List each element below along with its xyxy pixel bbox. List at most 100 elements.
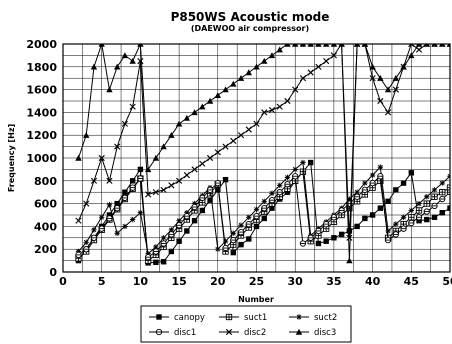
data-point bbox=[408, 44, 415, 48]
data-point bbox=[207, 197, 213, 203]
x-tick-label: 35 bbox=[326, 275, 341, 288]
data-point bbox=[353, 193, 361, 200]
y-tick-label: 0 bbox=[49, 266, 57, 279]
x-tick-label: 15 bbox=[171, 275, 186, 288]
data-point bbox=[214, 92, 221, 98]
data-point bbox=[113, 63, 121, 70]
series-canopy bbox=[75, 159, 450, 266]
data-point bbox=[377, 173, 384, 180]
data-point bbox=[385, 228, 391, 234]
data-point bbox=[408, 219, 415, 227]
data-point bbox=[168, 132, 175, 138]
data-point bbox=[191, 166, 198, 173]
data-point bbox=[183, 212, 190, 220]
y-tick-label: 2000 bbox=[26, 38, 57, 51]
legend-entry: canopy bbox=[149, 313, 205, 323]
data-point bbox=[199, 103, 206, 110]
data-point bbox=[424, 194, 430, 200]
data-point bbox=[284, 189, 291, 195]
data-point bbox=[446, 44, 450, 47]
data-point bbox=[315, 240, 322, 247]
data-point bbox=[400, 180, 407, 186]
data-point bbox=[415, 46, 423, 53]
x-tick-label: 10 bbox=[133, 275, 149, 288]
data-point bbox=[121, 52, 129, 59]
x-tick-label: 50 bbox=[442, 275, 452, 288]
legend-label: suct1 bbox=[244, 313, 267, 323]
data-point bbox=[284, 181, 291, 188]
data-point bbox=[206, 154, 214, 162]
data-point bbox=[292, 166, 298, 173]
y-tick-label: 800 bbox=[34, 175, 57, 188]
data-point bbox=[423, 44, 430, 47]
data-point bbox=[215, 246, 221, 252]
x-tick-label: 25 bbox=[249, 275, 264, 288]
series-group bbox=[75, 44, 450, 266]
data-point bbox=[145, 191, 152, 198]
data-point bbox=[144, 166, 152, 173]
data-point bbox=[338, 44, 345, 47]
data-point bbox=[292, 173, 299, 180]
data-point bbox=[354, 189, 360, 195]
data-point bbox=[222, 238, 229, 244]
data-point bbox=[168, 248, 175, 255]
data-point bbox=[152, 189, 159, 196]
data-point bbox=[106, 215, 113, 222]
data-point bbox=[300, 159, 306, 166]
data-point bbox=[237, 132, 245, 139]
data-point bbox=[230, 230, 236, 236]
data-point bbox=[222, 244, 229, 252]
data-point bbox=[114, 230, 120, 236]
legend-entry: disc3 bbox=[289, 328, 336, 338]
data-point bbox=[439, 189, 446, 196]
data-point bbox=[230, 249, 236, 256]
data-point bbox=[330, 214, 338, 221]
legend-label: disc1 bbox=[174, 328, 196, 338]
data-point bbox=[415, 207, 423, 214]
data-point bbox=[423, 200, 430, 207]
data-point bbox=[75, 217, 82, 224]
plot-frame bbox=[62, 43, 451, 273]
data-point bbox=[253, 206, 260, 212]
legend-marker bbox=[296, 314, 302, 320]
data-point bbox=[206, 97, 214, 104]
data-point bbox=[175, 222, 183, 229]
data-point bbox=[323, 220, 330, 228]
data-point bbox=[122, 189, 128, 195]
data-point bbox=[377, 205, 384, 211]
data-point bbox=[230, 80, 237, 87]
data-point bbox=[392, 231, 399, 238]
data-point bbox=[369, 63, 376, 70]
data-point bbox=[106, 212, 113, 218]
data-point bbox=[137, 210, 144, 216]
data-point bbox=[114, 200, 120, 207]
data-point bbox=[214, 179, 221, 187]
data-point bbox=[137, 166, 144, 173]
data-point bbox=[299, 168, 307, 175]
data-point bbox=[439, 44, 446, 47]
data-point bbox=[268, 52, 276, 59]
legend: canopy suct1 suct2 disc1 disc2 disc3 bbox=[140, 305, 352, 343]
data-point bbox=[246, 236, 252, 242]
y-axis-label: Frequency [Hz] bbox=[7, 124, 16, 192]
legend-marker bbox=[295, 328, 303, 335]
x-tick-label: 45 bbox=[404, 275, 419, 288]
data-point bbox=[222, 143, 229, 150]
data-point bbox=[199, 160, 206, 167]
data-point bbox=[98, 154, 105, 162]
data-point bbox=[307, 159, 314, 166]
data-point bbox=[176, 238, 182, 244]
data-point bbox=[424, 216, 430, 223]
data-point bbox=[323, 58, 330, 65]
data-point bbox=[377, 164, 384, 170]
chart-title: P850WS Acoustic mode bbox=[171, 10, 330, 24]
data-point bbox=[83, 200, 90, 207]
data-point bbox=[191, 200, 198, 207]
data-point bbox=[106, 177, 113, 184]
data-point bbox=[392, 75, 400, 81]
data-point bbox=[137, 58, 144, 65]
data-point bbox=[400, 225, 407, 232]
data-point bbox=[269, 190, 275, 197]
y-tick-label: 1000 bbox=[26, 152, 57, 165]
